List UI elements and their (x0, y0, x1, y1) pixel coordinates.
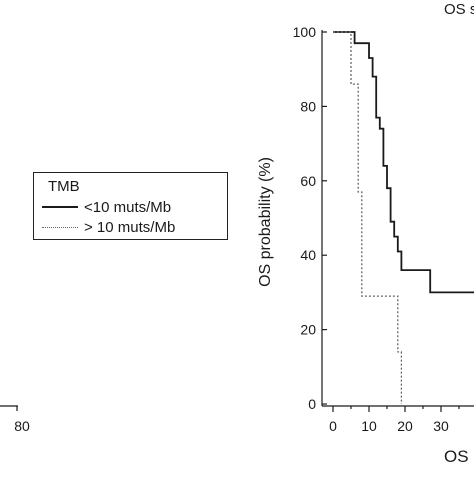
left-panel-tick-label: 80 (14, 418, 30, 434)
legend-swatch-solid (42, 206, 78, 208)
curve-low-tmb (333, 31, 474, 294)
y-tick-label: 40 (300, 247, 316, 263)
curve-high-tmb (333, 31, 403, 404)
y-tick-label: 80 (300, 98, 316, 114)
x-tick-label: 10 (361, 418, 377, 434)
axes (321, 30, 474, 407)
y-tick-label: 20 (300, 322, 316, 338)
chart-title-fragment: OS s (444, 1, 474, 18)
legend-entry-low-tmb: <10 muts/Mb (42, 198, 171, 216)
x-tick-label: 30 (433, 418, 449, 434)
y-tick-label: 0 (308, 396, 316, 412)
legend: TMB <10 muts/Mb > 10 muts/Mb (33, 172, 228, 240)
x-tick-label: 0 (329, 418, 337, 434)
y-axis-label: OS probability (%) (257, 157, 274, 287)
legend-label-high-tmb: > 10 muts/Mb (84, 218, 176, 236)
y-tick-label: 60 (300, 173, 316, 189)
survival-curves (333, 31, 474, 404)
legend-swatch-dotted (42, 226, 78, 228)
y-tick-label: 100 (293, 24, 317, 40)
x-axis-label: OS ( (444, 447, 474, 466)
x-tick-label: 20 (397, 418, 413, 434)
legend-entry-high-tmb: > 10 muts/Mb (42, 218, 175, 236)
y-axis-ticks: 0 20 40 60 80 100 (293, 24, 327, 412)
x-axis-ticks: 0 10 20 30 (329, 406, 460, 434)
legend-title: TMB (48, 178, 80, 195)
legend-label-low-tmb: <10 muts/Mb (84, 198, 172, 216)
